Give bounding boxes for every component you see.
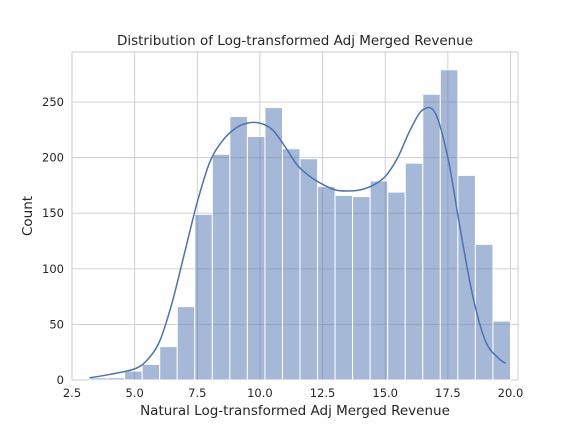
histogram-bar bbox=[404, 162, 424, 381]
histogram-bar bbox=[422, 93, 441, 381]
y-tick-label: 0 bbox=[57, 373, 64, 387]
y-tick-label: 50 bbox=[49, 317, 64, 331]
kde-curve bbox=[89, 106, 506, 379]
x-tick-label: 5.0 bbox=[125, 386, 143, 400]
x-tick-label: 12.5 bbox=[310, 386, 336, 400]
histogram-bar bbox=[474, 243, 494, 381]
y-tick-label: 150 bbox=[42, 206, 64, 220]
chart-title: Distribution of Log-transformed Adj Merg… bbox=[117, 33, 473, 49]
histogram-bar bbox=[176, 306, 196, 381]
histogram-bar bbox=[246, 136, 266, 381]
x-tick-label: 7.5 bbox=[188, 386, 206, 400]
y-tick-label: 200 bbox=[42, 151, 64, 165]
x-tick-label: 15.0 bbox=[372, 386, 398, 400]
histogram-bar bbox=[229, 115, 248, 381]
histogram-bar bbox=[141, 363, 161, 381]
histogram-bars bbox=[89, 69, 511, 381]
x-axis-label: Natural Log-transformed Adj Merged Reven… bbox=[140, 403, 450, 419]
histogram-bar bbox=[439, 69, 459, 381]
histogram-bar bbox=[159, 346, 178, 381]
histogram-bar bbox=[124, 370, 143, 381]
histogram-bar bbox=[299, 158, 319, 381]
histogram-bar bbox=[457, 174, 476, 381]
histogram-bar bbox=[492, 320, 511, 381]
histogram-bar bbox=[387, 191, 406, 381]
y-tick-label: 250 bbox=[42, 95, 64, 109]
histogram-bar bbox=[264, 107, 283, 381]
x-tick-label: 2.5 bbox=[63, 386, 81, 400]
x-tick-label: 20.0 bbox=[498, 386, 524, 400]
histogram-bar bbox=[106, 377, 126, 381]
histogram-bar bbox=[281, 148, 301, 381]
y-tick-label: 100 bbox=[42, 262, 64, 276]
x-axis-ticks: 2.5 5.0 7.5 10.0 12.5 15.0 17.5 20.0 bbox=[63, 386, 523, 400]
histogram-bar bbox=[334, 194, 354, 381]
y-axis-label: Count bbox=[20, 196, 36, 236]
x-tick-label: 10.0 bbox=[247, 386, 273, 400]
x-tick-label: 17.5 bbox=[435, 386, 461, 400]
histogram-bar bbox=[352, 196, 371, 381]
histogram-bar bbox=[317, 186, 336, 381]
histogram-bar bbox=[211, 153, 231, 381]
histogram-bar bbox=[369, 180, 389, 381]
kde-line bbox=[89, 106, 506, 379]
histogram-bar bbox=[194, 213, 213, 381]
y-axis-ticks: 0 50 100 150 200 250 bbox=[42, 95, 64, 387]
